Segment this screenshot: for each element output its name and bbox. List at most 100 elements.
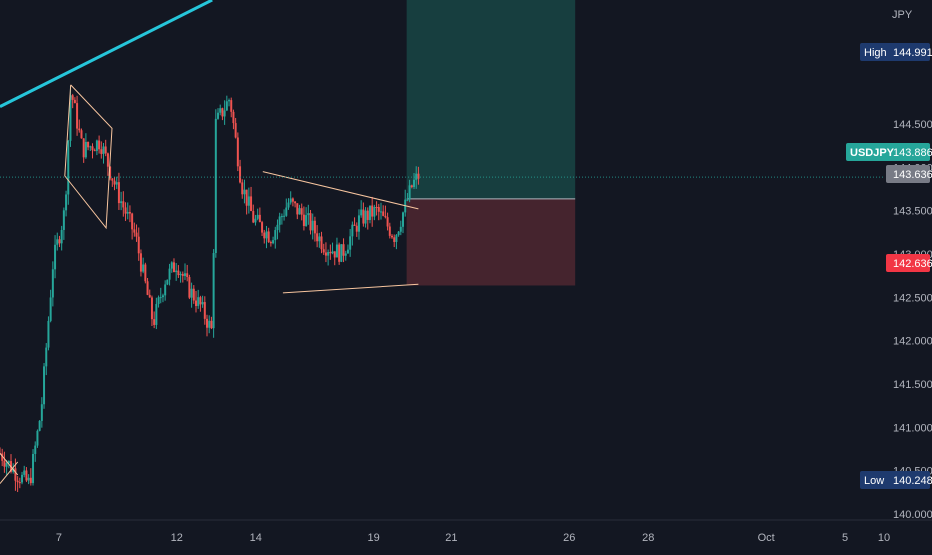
candle-body bbox=[32, 453, 35, 484]
candle-body bbox=[153, 319, 156, 325]
candle-body bbox=[217, 112, 220, 119]
candle-body bbox=[219, 108, 222, 113]
candle-body bbox=[78, 128, 81, 131]
candle-body bbox=[344, 253, 347, 256]
candle-body bbox=[357, 215, 360, 232]
pattern-line bbox=[0, 461, 19, 484]
symbol-label: USDJPY bbox=[850, 147, 895, 159]
low-value: 140.248 bbox=[893, 475, 932, 487]
candle-body bbox=[307, 213, 310, 216]
price-tick-label: 142.000 bbox=[893, 336, 932, 348]
time-tick-label: 5 bbox=[842, 532, 848, 544]
profit-zone bbox=[406, 0, 576, 199]
candle-body bbox=[221, 108, 224, 117]
candle-body bbox=[223, 110, 226, 117]
candle-body bbox=[241, 182, 244, 195]
candle-body bbox=[89, 146, 92, 148]
candle-body bbox=[382, 211, 385, 216]
candle-body bbox=[113, 180, 116, 185]
candle-body bbox=[371, 205, 374, 217]
candle-body bbox=[379, 211, 382, 213]
candle-body bbox=[302, 214, 305, 226]
candle-body bbox=[179, 273, 182, 276]
candle-body bbox=[194, 300, 197, 306]
time-tick-label: 12 bbox=[171, 532, 183, 544]
candle-body bbox=[232, 111, 235, 124]
candle-body bbox=[254, 218, 257, 223]
candle-body bbox=[364, 210, 367, 224]
candle-body bbox=[399, 226, 402, 232]
candle-body bbox=[168, 268, 171, 280]
candle-body bbox=[25, 470, 28, 481]
high-value: 144.991 bbox=[893, 47, 932, 59]
candle-body bbox=[335, 244, 338, 258]
candle-body bbox=[355, 225, 358, 232]
candle-body bbox=[298, 208, 301, 215]
candle-body bbox=[146, 281, 149, 295]
candle-body bbox=[258, 214, 261, 223]
candle-body bbox=[43, 366, 46, 405]
price-tick-label: 140.000 bbox=[893, 509, 932, 521]
candle-body bbox=[245, 189, 248, 206]
candle-body bbox=[250, 196, 253, 211]
candle-body bbox=[29, 477, 32, 484]
candle-body bbox=[144, 264, 147, 282]
candle-body bbox=[7, 461, 10, 464]
candle-body bbox=[56, 239, 59, 245]
candle-body bbox=[408, 185, 411, 200]
candle-body bbox=[327, 252, 330, 256]
candle-body bbox=[133, 229, 136, 233]
time-tick-label: Oct bbox=[758, 532, 775, 544]
candle-body bbox=[172, 262, 175, 273]
candle-body bbox=[366, 210, 369, 220]
candle-body bbox=[285, 207, 288, 216]
time-tick-label: 26 bbox=[563, 532, 575, 544]
candle-body bbox=[175, 270, 178, 273]
time-tick-label: 10 bbox=[878, 532, 890, 544]
candle-body bbox=[353, 224, 356, 226]
candle-body bbox=[40, 404, 43, 421]
candle-body bbox=[305, 215, 308, 226]
time-tick-label: 7 bbox=[56, 532, 62, 544]
currency-label: JPY bbox=[892, 9, 913, 21]
candle-body bbox=[84, 141, 87, 158]
candle-body bbox=[263, 232, 266, 239]
price-tick-label: 141.000 bbox=[893, 422, 932, 434]
candle-body bbox=[368, 205, 371, 220]
candle-body bbox=[137, 236, 140, 254]
candle-body bbox=[34, 445, 37, 454]
candle-body bbox=[234, 123, 237, 138]
candle-body bbox=[203, 302, 206, 319]
candle-body bbox=[87, 141, 90, 148]
candle-body bbox=[1, 453, 4, 461]
time-tick-label: 14 bbox=[250, 532, 262, 544]
candle-body bbox=[120, 201, 123, 204]
candle-body bbox=[139, 253, 142, 272]
pattern-line bbox=[282, 283, 419, 294]
candle-body bbox=[161, 295, 164, 298]
candle-body bbox=[60, 229, 63, 244]
candle-body bbox=[93, 150, 96, 152]
candle-body bbox=[272, 240, 275, 244]
candle-body bbox=[289, 198, 292, 203]
candle-body bbox=[338, 244, 341, 262]
candle-body bbox=[192, 288, 195, 301]
candle-body bbox=[18, 482, 21, 484]
candle-body bbox=[375, 207, 378, 209]
candle-body bbox=[106, 153, 109, 167]
candle-body bbox=[239, 166, 242, 183]
candle-body bbox=[82, 138, 85, 158]
candle-body bbox=[58, 239, 61, 244]
candle-body bbox=[296, 203, 299, 215]
candle-body bbox=[269, 242, 272, 244]
candle-body bbox=[351, 224, 354, 237]
candle-body bbox=[188, 277, 191, 298]
candle-body bbox=[197, 297, 200, 306]
low-badge: Low 140.248 bbox=[860, 471, 932, 489]
time-axis: 7 12 14 19 21 26 28 Oct 5 10 bbox=[0, 519, 932, 544]
high-badge: High 144.991 bbox=[860, 43, 932, 61]
candle-body bbox=[331, 251, 334, 254]
low-label: Low bbox=[864, 475, 884, 487]
